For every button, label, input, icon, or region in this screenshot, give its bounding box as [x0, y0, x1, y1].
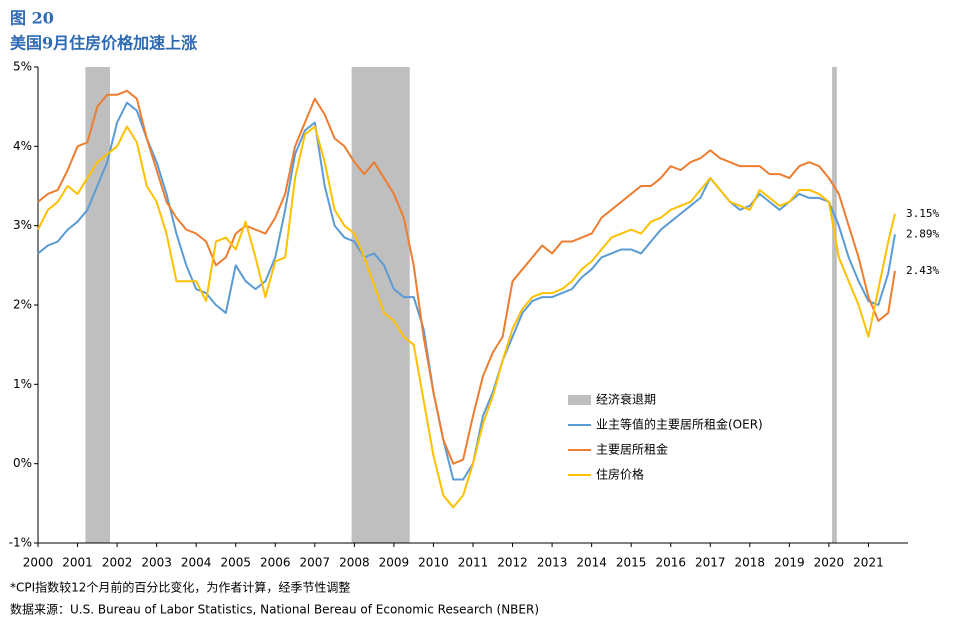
legend-label: 主要居所租金 [596, 442, 668, 457]
y-tick-label: 4% [13, 139, 32, 153]
x-tick-label: 2010 [418, 556, 449, 570]
end-label: 3.15% [906, 207, 939, 220]
x-tick-label: 2002 [102, 556, 133, 570]
x-tick-label: 2020 [814, 556, 845, 570]
x-tick-label: 2005 [220, 556, 251, 570]
x-tick-label: 2003 [141, 556, 172, 570]
y-tick-label: 3% [13, 218, 32, 232]
x-tick-label: 2013 [537, 556, 568, 570]
source: 数据来源：U.S. Bureau of Labor Statistics, Na… [10, 602, 539, 617]
legend-label: 住房价格 [596, 467, 644, 482]
footnote: *CPI指数较12个月前的百分比变化，为作者计算，经季节性调整 [10, 580, 350, 595]
recession-band [85, 67, 110, 543]
x-tick-label: 2009 [379, 556, 410, 570]
x-tick-label: 2017 [695, 556, 726, 570]
legend-label: 经济衰退期 [596, 392, 656, 407]
x-tick-label: 2004 [181, 556, 212, 570]
x-tick-label: 2008 [339, 556, 370, 570]
chart-subtitle: 美国9月住房价格加速上涨 [10, 34, 197, 53]
x-tick-label: 2018 [735, 556, 766, 570]
x-tick-label: 2007 [300, 556, 331, 570]
series-line [37, 89, 896, 465]
x-tick-label: 2019 [774, 556, 805, 570]
y-tick-label: 0% [13, 456, 32, 470]
y-tick-label: 1% [13, 377, 32, 391]
y-tick-label: 2% [13, 298, 32, 312]
x-tick-label: 2001 [62, 556, 93, 570]
recession-band [832, 67, 837, 543]
x-tick-label: 2014 [576, 556, 607, 570]
series-line [37, 101, 896, 481]
chart-title: 图 20 [10, 9, 54, 28]
legend-label: 业主等值的主要居所租金(OER) [596, 417, 763, 432]
end-label: 2.89% [906, 227, 939, 240]
x-tick-label: 2011 [458, 556, 489, 570]
x-tick-label: 2012 [497, 556, 528, 570]
legend-swatch [568, 395, 591, 405]
x-tick-label: 2006 [260, 556, 291, 570]
x-tick-label: 2015 [616, 556, 647, 570]
y-tick-label: 5% [13, 60, 32, 74]
x-tick-label: 2016 [655, 556, 686, 570]
x-tick-label: 2021 [853, 556, 884, 570]
y-tick-label: -1% [9, 536, 32, 550]
x-tick-label: 2000 [23, 556, 54, 570]
series-line [37, 125, 896, 509]
end-label: 2.43% [906, 264, 939, 277]
